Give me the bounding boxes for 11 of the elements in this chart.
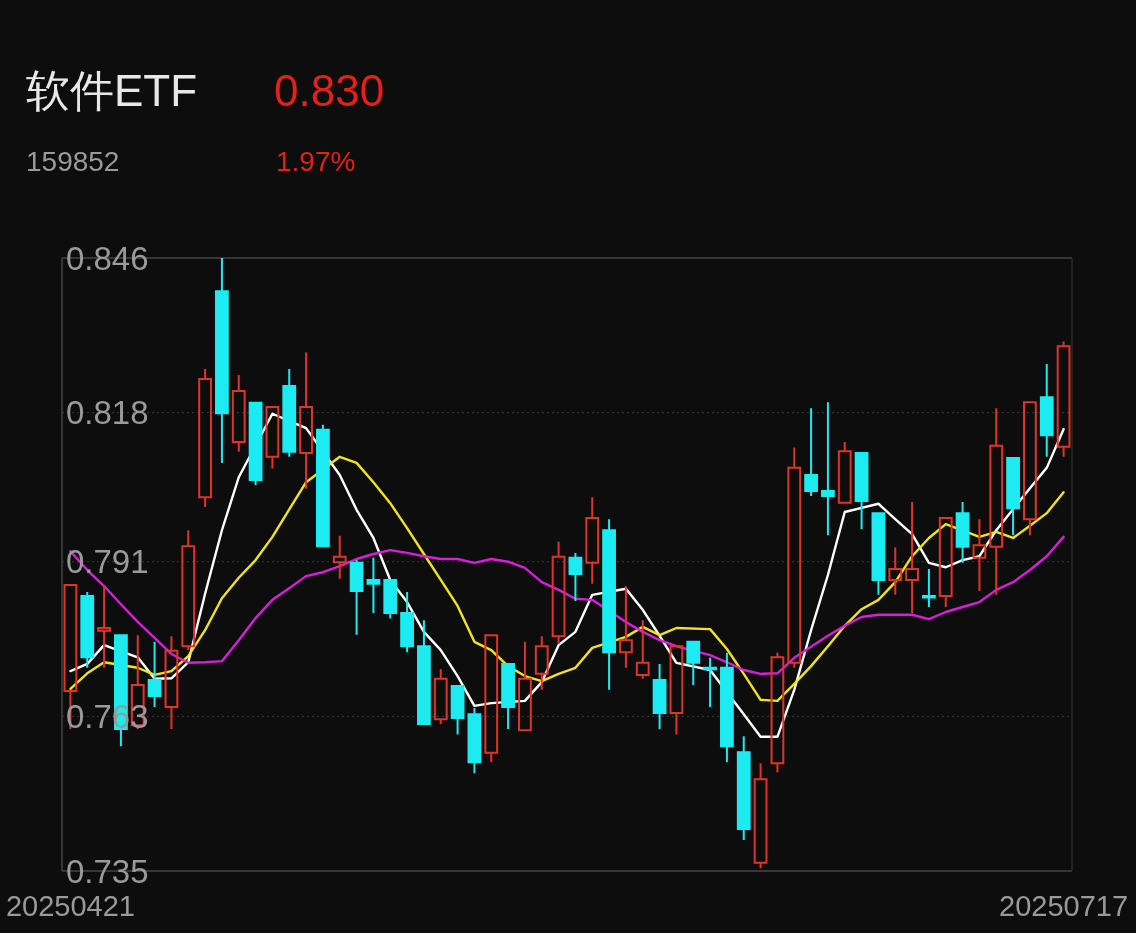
line-series: [69, 455, 1065, 703]
text: 1.97%: [276, 146, 356, 177]
y-tick-label: 0.846: [66, 239, 149, 277]
chart-title: 软件ETF: [26, 66, 198, 115]
line-series: [69, 535, 1065, 676]
x-tick-label: 20250717: [999, 890, 1129, 922]
text: 0.830: [274, 66, 385, 115]
chart-subtitle: 159852: [26, 146, 120, 177]
y-tick-label: 0.735: [66, 852, 149, 890]
x-tick-label: 20250421: [5, 890, 135, 922]
y-tick-label: 0.818: [66, 394, 149, 432]
